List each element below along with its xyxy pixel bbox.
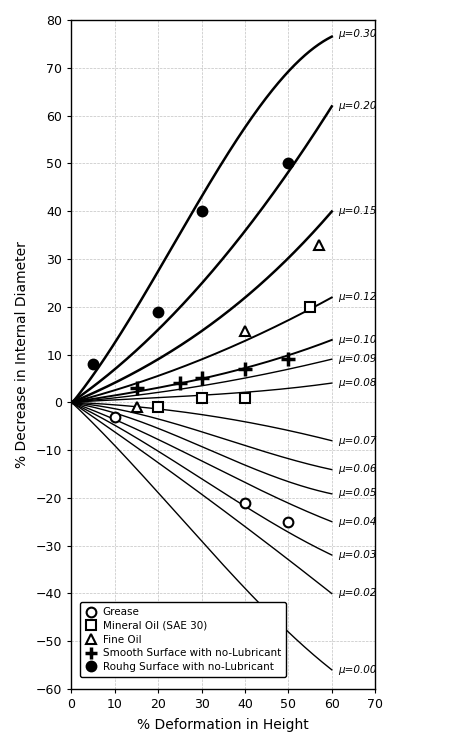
Text: μ=0.10: μ=0.10 [338, 335, 377, 345]
Text: μ=0.08: μ=0.08 [338, 378, 377, 388]
Text: μ=0.06: μ=0.06 [338, 464, 377, 474]
Text: μ=0.00: μ=0.00 [338, 665, 377, 675]
Legend: Grease, Mineral Oil (SAE 30), Fine Oil, Smooth Surface with no-Lubricant, Rouhg : Grease, Mineral Oil (SAE 30), Fine Oil, … [80, 602, 286, 677]
Text: μ=0.15: μ=0.15 [338, 206, 377, 216]
Text: μ=0.02: μ=0.02 [338, 589, 377, 598]
Text: μ=0.20: μ=0.20 [338, 101, 377, 111]
Y-axis label: % Decrease in Internal Diameter: % Decrease in Internal Diameter [15, 241, 29, 468]
X-axis label: % Deformation in Height: % Deformation in Height [137, 718, 309, 732]
Text: μ=0.03: μ=0.03 [338, 551, 377, 560]
Text: μ=0.12: μ=0.12 [338, 292, 377, 303]
Text: μ=0.05: μ=0.05 [338, 488, 377, 498]
Text: μ=0.04: μ=0.04 [338, 517, 377, 527]
Text: μ=0.09: μ=0.09 [338, 354, 377, 365]
Text: μ=0.07: μ=0.07 [338, 436, 377, 445]
Text: μ=0.30: μ=0.30 [338, 29, 377, 40]
